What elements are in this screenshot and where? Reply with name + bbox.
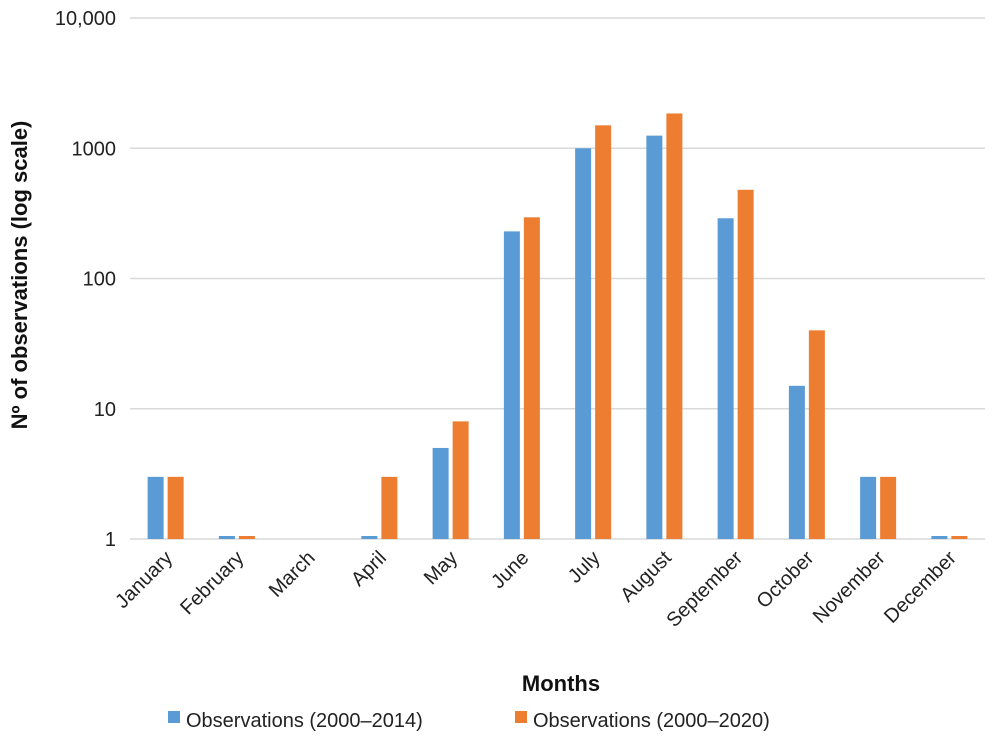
y-tick-label: 100 — [83, 269, 116, 291]
y-tick-label: 10,000 — [55, 8, 116, 30]
legend: Observations (2000–2014) Observations (2… — [168, 710, 770, 732]
y-tick-label: 1000 — [72, 138, 117, 160]
x-tick-label-march: March — [265, 547, 320, 602]
gridlines — [130, 17, 985, 540]
legend-swatch-series-1 — [168, 711, 180, 723]
x-tick-label-february: February — [176, 547, 248, 619]
bar-february-series-1 — [218, 536, 235, 539]
bar-may-series-1 — [432, 447, 449, 539]
bar-january-series-2 — [167, 476, 184, 539]
bar-august-series-2 — [666, 113, 683, 540]
x-tick-label-may: May — [420, 547, 462, 589]
y-tick-label: 1 — [105, 529, 116, 551]
x-tick-labels: January February March April May June July Augu… — [111, 547, 961, 632]
bars — [147, 113, 968, 540]
y-tick-labels: 1 10 100 1000 10,000 — [55, 8, 116, 551]
bar-may-series-2 — [452, 421, 469, 539]
legend-label-series-2: Observations (2000–2020) — [533, 710, 770, 732]
legend-swatch-series-2 — [515, 711, 527, 723]
bar-june-series-2 — [523, 217, 540, 540]
bar-june-series-1 — [503, 231, 520, 539]
x-tick-label-june: June — [487, 547, 533, 593]
x-tick-label-december: December — [880, 547, 961, 628]
x-tick-label-september: September — [662, 547, 747, 632]
bar-february-series-2 — [238, 536, 255, 539]
bar-april-series-1 — [361, 536, 378, 539]
y-tick-label: 10 — [94, 399, 116, 421]
bar-august-series-1 — [646, 135, 663, 539]
bar-september-series-2 — [737, 189, 754, 540]
bar-october-series-2 — [808, 330, 825, 539]
x-tick-label-july: July — [564, 547, 605, 588]
y-axis-title: Nº of observations (log scale) — [7, 121, 32, 430]
bar-january-series-1 — [147, 476, 164, 539]
x-tick-label-april: April — [347, 547, 391, 591]
legend-label-series-1: Observations (2000–2014) — [186, 710, 423, 732]
bar-september-series-1 — [717, 218, 734, 540]
x-axis-title: Months — [522, 671, 600, 696]
bar-october-series-1 — [788, 385, 805, 539]
bar-april-series-2 — [381, 476, 398, 539]
bar-december-series-2 — [951, 536, 968, 539]
bar-november-series-1 — [860, 476, 877, 539]
x-tick-label-november: November — [809, 547, 890, 628]
x-tick-label-august: August — [616, 547, 676, 607]
bar-july-series-2 — [595, 125, 612, 539]
bar-november-series-2 — [880, 476, 897, 539]
x-tick-label-january: January — [111, 547, 177, 613]
x-tick-label-october: October — [753, 547, 819, 613]
bar-december-series-1 — [931, 536, 948, 539]
bar-july-series-1 — [575, 148, 592, 539]
